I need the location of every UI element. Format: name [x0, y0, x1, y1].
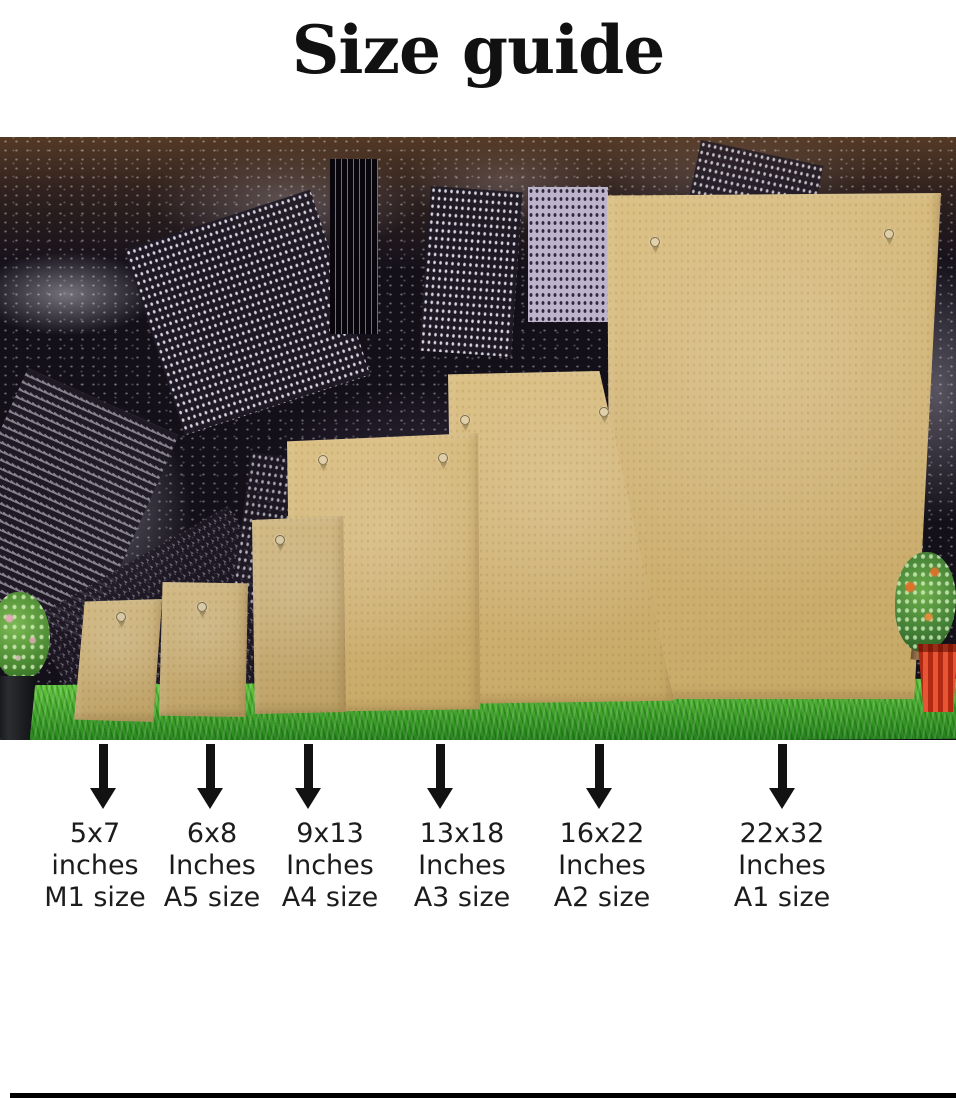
size-label-a1: 22x32 Inches A1 size	[697, 818, 867, 914]
size-unit: Inches	[286, 850, 374, 881]
d-ring-hanger-icon	[649, 237, 661, 254]
size-label-m1: 5x7 inches M1 size	[10, 818, 180, 914]
size-name: A5 size	[163, 882, 261, 913]
d-ring-hanger-icon	[437, 453, 449, 470]
down-arrow-icon	[90, 744, 116, 810]
city-building	[330, 159, 378, 334]
size-unit: Inches	[418, 850, 506, 881]
down-arrow-icon	[295, 744, 321, 810]
board-9x13-a4	[252, 516, 346, 714]
size-dimensions: 9x13	[296, 818, 364, 849]
size-unit: Inches	[168, 850, 256, 881]
potted-plant-right	[893, 552, 956, 740]
black-pot	[0, 676, 36, 740]
d-ring-hanger-icon	[317, 455, 329, 472]
size-label-a3: 13x18 Inches A3 size	[377, 818, 547, 914]
red-pot	[918, 644, 956, 712]
size-name: A3 size	[413, 882, 511, 913]
size-name: A2 size	[553, 882, 651, 913]
down-arrow-icon	[586, 744, 612, 810]
size-dimensions: 22x32	[739, 818, 825, 849]
size-name: A1 size	[733, 882, 831, 913]
size-name: A4 size	[281, 882, 379, 913]
size-label-a2: 16x22 Inches A2 size	[517, 818, 687, 914]
image-bottom-border	[10, 1093, 956, 1098]
size-dimensions: 13x18	[419, 818, 505, 849]
size-dimensions: 5x7	[69, 818, 121, 849]
size-unit: Inches	[738, 850, 826, 881]
board-6x8-a5	[159, 582, 248, 717]
potted-plant-left	[0, 592, 50, 740]
board-5x7-m1	[74, 599, 163, 722]
product-photo	[0, 137, 956, 740]
board-22x32-a1	[607, 193, 941, 699]
d-ring-hanger-icon	[883, 229, 895, 246]
down-arrow-icon	[769, 744, 795, 810]
page-title: Size guide	[291, 11, 666, 89]
city-building	[419, 185, 523, 358]
city-building	[528, 187, 608, 322]
size-dimensions: 6x8	[186, 818, 238, 849]
size-unit: inches	[51, 850, 139, 881]
d-ring-hanger-icon	[459, 415, 471, 432]
size-label-a4: 9x13 Inches A4 size	[245, 818, 415, 914]
size-name: M1 size	[44, 882, 146, 913]
d-ring-hanger-icon	[598, 407, 610, 424]
d-ring-hanger-icon	[115, 612, 127, 629]
plant-foliage	[0, 592, 50, 680]
d-ring-hanger-icon	[274, 535, 286, 552]
size-dimensions: 16x22	[559, 818, 645, 849]
d-ring-hanger-icon	[196, 602, 208, 619]
down-arrow-icon	[427, 744, 453, 810]
size-label-a5: 6x8 Inches A5 size	[127, 818, 297, 914]
size-unit: Inches	[558, 850, 646, 881]
plant-foliage	[895, 552, 956, 652]
down-arrow-icon	[197, 744, 223, 810]
